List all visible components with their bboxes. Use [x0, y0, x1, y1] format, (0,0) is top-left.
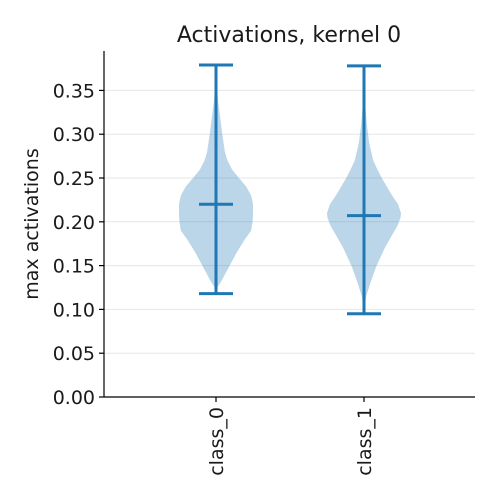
y-ticks: 0.00 0.05 0.10 0.15 0.20 0.25 0.30 0.35 [53, 80, 104, 409]
chart-title: Activations, kernel 0 [177, 23, 401, 48]
axes [103, 51, 475, 398]
y-tick-label: 0.20 [53, 212, 95, 234]
x-tick-label: class_0 [206, 407, 228, 476]
x-ticks: class_0 class_1 [206, 397, 376, 476]
y-tick-label: 0.15 [53, 256, 95, 278]
y-tick-label: 0.35 [53, 80, 95, 102]
violin-bodies [179, 63, 401, 316]
y-axis-label: max activations [21, 148, 43, 299]
y-tick-label: 0.00 [53, 387, 95, 409]
grid-lines [104, 89, 475, 398]
y-tick-label: 0.05 [53, 343, 95, 365]
y-tick-label: 0.10 [53, 299, 95, 321]
x-tick-label: class_1 [354, 407, 376, 476]
y-tick-label: 0.25 [53, 168, 95, 190]
y-tick-label: 0.30 [53, 124, 95, 146]
